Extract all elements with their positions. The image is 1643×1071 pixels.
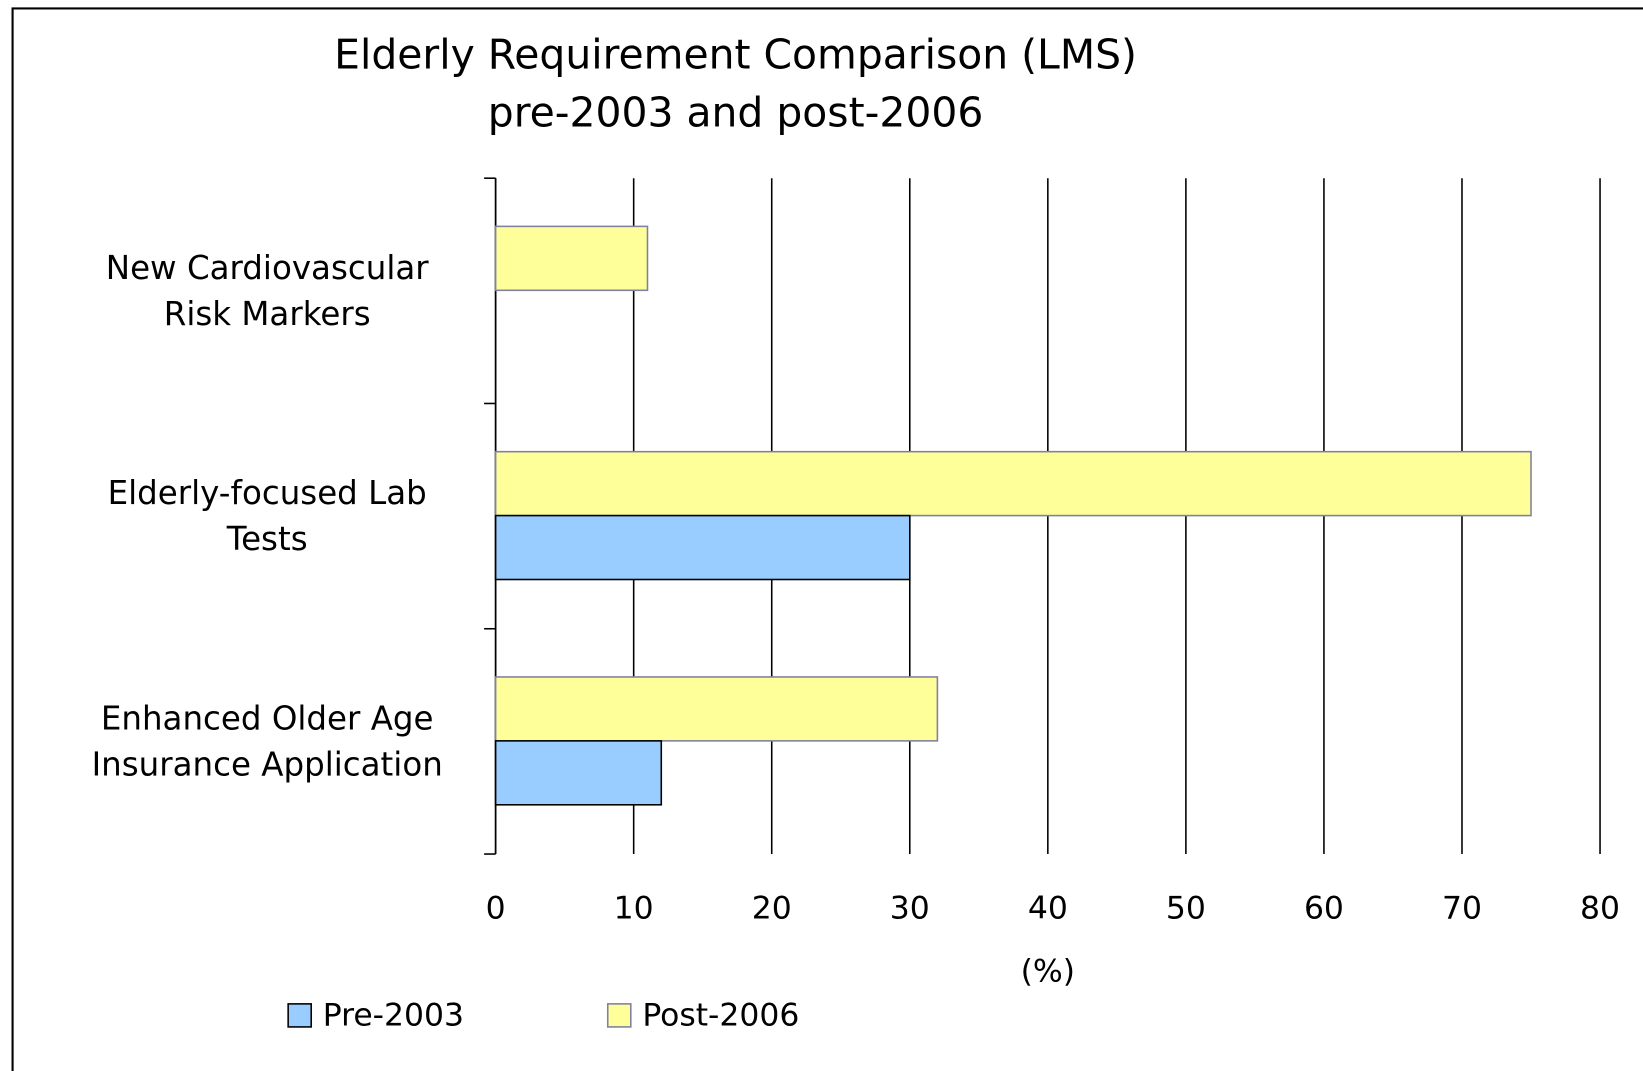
bar — [494, 225, 649, 292]
x-tick-label: 80 — [1580, 891, 1620, 927]
x-tick-label: 20 — [752, 891, 792, 927]
bar — [494, 514, 911, 581]
x-tick-label: 30 — [890, 891, 930, 927]
chart-title: Elderly Requirement Comparison (LMS) — [334, 31, 1137, 79]
bar — [494, 676, 939, 742]
x-tick-label: 70 — [1442, 891, 1482, 927]
category-label-box: New Cardiovascular Risk Markers — [105, 248, 429, 333]
x-tick-label: 60 — [1304, 891, 1344, 927]
x-tick-label: 0 — [486, 891, 506, 927]
legend-label: Post-2006 — [642, 997, 799, 1033]
legend-label: Pre-2003 — [323, 997, 464, 1033]
y-tick-label: Enhanced Older Age Insurance Application — [91, 699, 443, 784]
x-tick-label: 50 — [1166, 891, 1206, 927]
bar — [494, 740, 663, 806]
bar — [494, 450, 1532, 517]
x-tick-label: 10 — [614, 891, 654, 927]
legend-swatch — [287, 1003, 312, 1028]
y-tick-label: Elderly-focused Lab Tests — [107, 474, 427, 559]
category-label-box: Enhanced Older Age Insurance Application — [91, 699, 443, 784]
category-label-box: Elderly-focused Lab Tests — [107, 474, 427, 559]
legend-swatch — [606, 1003, 632, 1028]
x-axis-label: (%) — [1021, 953, 1075, 989]
x-tick-label: 40 — [1028, 891, 1068, 927]
y-tick-label: New Cardiovascular Risk Markers — [105, 248, 429, 333]
chart-subtitle: pre-2003 and post-2006 — [488, 88, 984, 136]
